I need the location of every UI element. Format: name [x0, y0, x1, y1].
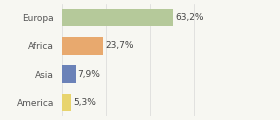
Text: 5,3%: 5,3% — [73, 98, 96, 107]
Bar — [62, 9, 173, 26]
Bar — [62, 37, 103, 55]
Bar — [62, 65, 76, 83]
Text: 7,9%: 7,9% — [78, 70, 101, 79]
Bar — [62, 94, 71, 111]
Text: 23,7%: 23,7% — [106, 41, 134, 50]
Text: 63,2%: 63,2% — [175, 13, 204, 22]
